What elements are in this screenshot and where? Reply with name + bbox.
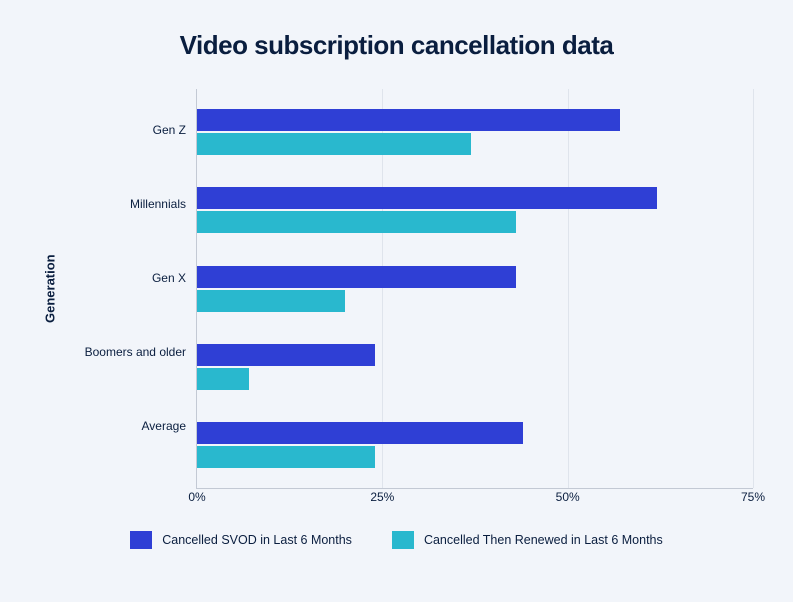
chart-container: Video subscription cancellation data Gen…	[0, 0, 793, 602]
category-label: Gen Z	[66, 93, 196, 167]
y-axis-label: Generation	[40, 89, 60, 489]
category-label: Gen X	[66, 241, 196, 315]
legend-label: Cancelled SVOD in Last 6 Months	[162, 533, 352, 547]
bar-group	[197, 406, 753, 484]
legend-swatch	[130, 531, 152, 549]
grid-line	[753, 89, 754, 488]
category-label: Average	[66, 389, 196, 463]
bar	[197, 266, 516, 288]
bar	[197, 344, 375, 366]
bar	[197, 133, 471, 155]
x-tick-label: 75%	[741, 490, 765, 504]
bar	[197, 446, 375, 468]
bar-group	[197, 93, 753, 171]
legend: Cancelled SVOD in Last 6 Months Cancelled…	[40, 531, 753, 549]
x-tick-label: 50%	[556, 490, 580, 504]
category-label: Millennials	[66, 167, 196, 241]
bar	[197, 290, 345, 312]
bar	[197, 187, 657, 209]
legend-item: Cancelled Then Renewed in Last 6 Months	[392, 531, 663, 549]
bar-group	[197, 249, 753, 327]
category-labels: Gen ZMillennialsGen XBoomers and olderAv…	[66, 89, 196, 489]
x-tick-label: 0%	[188, 490, 205, 504]
bars-layer	[197, 89, 753, 488]
bar-group	[197, 171, 753, 249]
legend-swatch	[392, 531, 414, 549]
x-tick-label: 25%	[370, 490, 394, 504]
legend-label: Cancelled Then Renewed in Last 6 Months	[424, 533, 663, 547]
plot-area: 0%25%50%75%	[196, 89, 753, 489]
plot-wrap: Generation Gen ZMillennialsGen XBoomers …	[40, 89, 753, 489]
bar	[197, 211, 516, 233]
bar	[197, 422, 523, 444]
bar	[197, 109, 620, 131]
legend-item: Cancelled SVOD in Last 6 Months	[130, 531, 352, 549]
category-label: Boomers and older	[66, 315, 196, 389]
bar	[197, 368, 249, 390]
x-axis-ticks: 0%25%50%75%	[197, 490, 753, 510]
chart-title: Video subscription cancellation data	[40, 30, 753, 61]
bar-group	[197, 328, 753, 406]
